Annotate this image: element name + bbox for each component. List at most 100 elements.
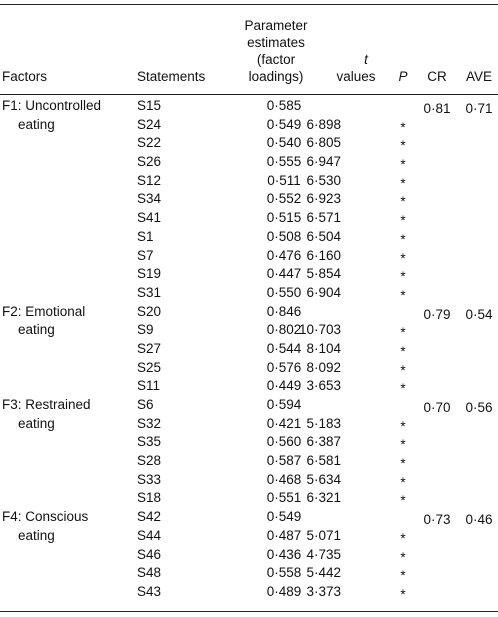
header-estimates-line1: Parameter <box>244 18 308 33</box>
factor-label-cont: eating <box>18 527 55 543</box>
table-row: S27 0·544 8·104 * <box>0 340 498 359</box>
table-row: S1 0·508 6·504 * <box>0 228 498 247</box>
statement-cell: S33 <box>137 471 162 487</box>
ave-value: 0·56 <box>465 400 493 415</box>
header-cr: CR <box>427 69 447 84</box>
p-marker-cell: * <box>400 138 406 154</box>
statement-cell: S25 <box>137 359 162 375</box>
statement-cell: S35 <box>137 434 162 450</box>
cr-value: 0·79 <box>423 306 451 322</box>
p-marker-cell: * <box>400 213 406 229</box>
table-row: S41 0·515 6·571 * <box>0 209 498 228</box>
loading-cell: 0·594 <box>266 397 302 412</box>
table-row: S19 0·447 5·854 * <box>0 265 498 284</box>
table-row: eating S44 0·487 5·071 * <box>0 527 498 546</box>
loading-cell: 0·436 <box>266 546 302 562</box>
t-value-cell: 6·504 <box>306 228 341 244</box>
p-marker-cell: * <box>400 437 406 453</box>
table-row: S33 0·468 5·634 * <box>0 471 498 490</box>
p-marker-cell: * <box>400 493 406 509</box>
table-row: F4: Conscious 0·73 0·46 S42 0·549 <box>0 508 498 527</box>
loading-cell: 0·449 <box>266 378 302 394</box>
header-t-line1: t <box>364 52 368 67</box>
t-value-cell: 5·071 <box>306 527 341 543</box>
factor-label: F3: Restrained <box>2 397 91 412</box>
statement-cell: S6 <box>137 397 154 412</box>
t-value-cell: 6·571 <box>306 210 341 226</box>
statement-cell: S44 <box>137 527 162 543</box>
loading-cell: 0·489 <box>266 583 302 599</box>
statement-cell: S43 <box>137 583 162 599</box>
t-value-cell: 10·703 <box>298 322 341 338</box>
table-row: S35 0·560 6·387 * <box>0 433 498 452</box>
table-row: F3: Restrained 0·70 0·56 S6 0·594 <box>0 396 498 415</box>
p-marker-cell: * <box>400 586 406 602</box>
header-rule <box>0 94 498 95</box>
statement-cell: S1 <box>137 228 154 244</box>
t-value-cell: 6·904 <box>306 284 341 300</box>
p-marker-cell: * <box>400 157 406 173</box>
statement-cell: S28 <box>137 453 162 469</box>
t-value-cell: 6·923 <box>306 191 341 207</box>
statement-cell: S24 <box>137 116 162 132</box>
statement-cell: S42 <box>137 509 162 525</box>
header-ave: AVE <box>465 69 492 84</box>
table-row: F2: Emotional 0·79 0·54 S20 0·846 <box>0 303 498 322</box>
t-value-cell: 3·653 <box>306 378 341 394</box>
p-marker-cell: * <box>400 343 406 359</box>
t-value-cell: 6·160 <box>306 247 341 263</box>
factor-label-cont: eating <box>18 322 55 338</box>
t-value-cell: 3·373 <box>306 583 341 599</box>
top-rule <box>0 4 498 5</box>
loading-cell: 0·552 <box>266 191 302 207</box>
table-body: F1: Uncontrolled 0·81 0·71 S15 0·585 eating S2… <box>0 97 498 602</box>
loading-cell: 0·587 <box>266 453 302 469</box>
loading-cell: 0·540 <box>266 135 302 151</box>
t-value-cell: 6·387 <box>306 434 341 450</box>
table-row: S28 0·587 6·581 * <box>0 452 498 471</box>
header-t-line2: values <box>336 69 376 84</box>
t-value-cell: 6·898 <box>306 116 341 132</box>
statement-cell: S46 <box>137 546 162 562</box>
table-row: S22 0·540 6·805 * <box>0 134 498 153</box>
loading-cell: 0·560 <box>266 434 302 450</box>
loading-cell: 0·421 <box>266 415 302 431</box>
statement-cell: S22 <box>137 135 162 151</box>
table-row: S31 0·550 6·904 * <box>0 284 498 303</box>
statement-cell: S41 <box>137 210 162 226</box>
header-statements: Statements <box>137 69 206 84</box>
factor-label: F1: Uncontrolled <box>2 98 102 113</box>
table-row: S34 0·552 6·923 * <box>0 190 498 209</box>
t-value-cell: 6·581 <box>306 453 341 469</box>
loading-cell: 0·549 <box>266 116 302 132</box>
bottom-rule <box>0 611 498 612</box>
statement-cell: S31 <box>137 284 162 300</box>
t-value-cell: 8·092 <box>306 359 341 375</box>
statement-cell: S34 <box>137 191 162 207</box>
loading-cell: 0·549 <box>266 509 302 525</box>
header-estimates-line3: (factor <box>256 52 296 67</box>
table-row: S48 0·558 5·442 * <box>0 564 498 583</box>
loading-cell: 0·544 <box>266 340 302 356</box>
table-row: F1: Uncontrolled 0·81 0·71 S15 0·585 <box>0 97 498 116</box>
statement-cell: S20 <box>137 303 162 319</box>
statement-cell: S15 <box>137 98 162 113</box>
table-row: S12 0·511 6·530 * <box>0 172 498 191</box>
ave-value: 0·71 <box>465 101 493 116</box>
header-estimates-line2: estimates <box>247 35 305 50</box>
p-marker-cell: * <box>400 530 406 546</box>
p-marker-cell: * <box>400 269 406 285</box>
factor-label: F4: Conscious <box>2 509 89 525</box>
cr-value: 0·73 <box>423 512 451 528</box>
p-marker-cell: * <box>400 362 406 378</box>
header-factors: Factors <box>2 69 48 84</box>
ave-value: 0·54 <box>465 306 493 322</box>
statement-cell: S48 <box>137 565 162 581</box>
p-marker-cell: * <box>400 474 406 490</box>
statement-cell: S11 <box>137 378 161 394</box>
table-row: eating S32 0·421 5·183 * <box>0 415 498 434</box>
loading-cell: 0·468 <box>266 471 302 487</box>
loading-cell: 0·447 <box>266 266 302 282</box>
statement-cell: S26 <box>137 154 162 170</box>
